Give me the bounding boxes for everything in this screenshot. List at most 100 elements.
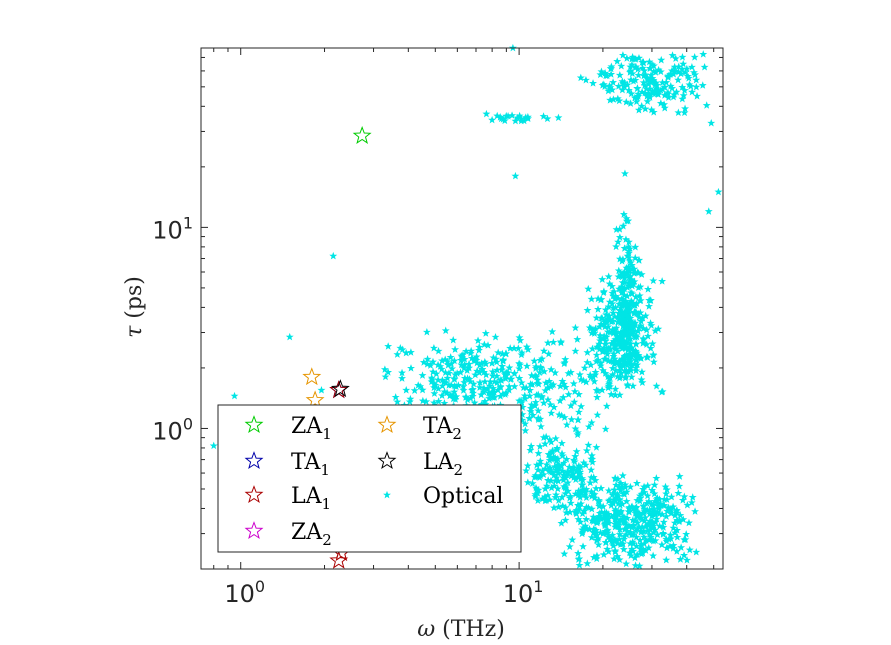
optical-point <box>671 54 680 63</box>
optical-point <box>584 422 593 431</box>
optical-point <box>565 542 574 551</box>
optical-point <box>612 481 621 489</box>
optical-point <box>693 92 701 100</box>
optical-point <box>492 371 501 380</box>
legend-entry: TA2 <box>377 414 462 443</box>
optical-point <box>501 349 510 358</box>
optical-point <box>597 295 606 303</box>
optical-point <box>620 513 629 522</box>
optical-point <box>644 497 653 505</box>
optical-point <box>680 108 689 117</box>
optical-point <box>673 516 682 524</box>
optical-point <box>656 99 665 107</box>
optical-point <box>625 335 634 343</box>
optical-point <box>527 442 536 450</box>
optical-point <box>575 370 584 379</box>
optical-point <box>601 340 610 348</box>
optical-point <box>384 342 393 350</box>
optical-point <box>630 277 639 285</box>
optical-point <box>398 345 407 354</box>
optical-point <box>607 356 616 365</box>
optical-point <box>578 480 587 489</box>
optical-point <box>620 274 629 282</box>
optical-point <box>615 530 624 538</box>
optical-point <box>566 492 575 500</box>
optical-point <box>510 382 519 390</box>
optical-point <box>639 78 648 86</box>
optical-point <box>593 342 601 351</box>
optical-point <box>592 386 601 394</box>
optical-point <box>530 356 539 365</box>
optical-point <box>552 490 561 499</box>
optical-point <box>497 376 506 384</box>
optical-point <box>615 535 624 543</box>
optical-point <box>665 542 674 550</box>
optical-point <box>574 515 583 523</box>
optical-point <box>515 374 524 382</box>
optical-point <box>449 336 458 344</box>
optical-point <box>683 556 691 564</box>
optical-point <box>633 84 642 92</box>
optical-point <box>657 501 666 510</box>
optical-point <box>614 266 623 275</box>
optical-point <box>617 516 626 524</box>
optical-point <box>519 383 528 392</box>
optical-point <box>624 521 633 530</box>
optical-point <box>674 489 683 497</box>
legend-label: ZA2 <box>291 520 332 549</box>
optical-point <box>632 340 641 348</box>
optical-point <box>587 516 596 525</box>
optical-point <box>699 50 708 58</box>
optical-points <box>209 43 723 570</box>
optical-point <box>583 348 592 356</box>
optical-point <box>610 287 619 295</box>
optical-point <box>674 67 683 76</box>
optical-point <box>691 507 700 515</box>
optical-point <box>230 391 239 400</box>
optical-point <box>525 391 534 400</box>
optical-point <box>679 59 688 68</box>
optical-point <box>636 282 645 291</box>
optical-point <box>549 380 558 389</box>
optical-point <box>531 401 540 410</box>
optical-point <box>681 104 690 113</box>
optical-point <box>648 505 657 514</box>
x-axis-label: ω (THz) <box>417 617 505 642</box>
optical-point <box>632 97 641 106</box>
optical-point <box>496 113 505 121</box>
optical-point <box>664 504 673 512</box>
optical-point <box>629 327 638 336</box>
optical-point <box>614 492 623 500</box>
optical-point <box>605 328 614 336</box>
optical-point <box>574 407 583 416</box>
optical-point <box>608 530 617 539</box>
optical-point <box>615 233 624 241</box>
optical-point <box>459 386 468 394</box>
optical-point <box>631 504 640 513</box>
optical-point <box>574 461 583 470</box>
optical-point <box>616 303 625 312</box>
optical-point <box>418 371 427 379</box>
optical-point <box>546 400 555 409</box>
optical-point <box>592 531 600 540</box>
legend-label: Optical <box>423 484 503 509</box>
optical-point <box>643 92 651 100</box>
optical-point <box>637 367 646 376</box>
optical-point <box>586 371 595 379</box>
optical-point <box>611 547 620 556</box>
optical-point <box>589 512 598 521</box>
optical-point <box>441 355 450 363</box>
optical-point <box>714 187 723 196</box>
optical-point <box>613 94 622 103</box>
optical-point <box>517 378 526 387</box>
optical-point <box>446 353 455 361</box>
optical-point <box>429 367 438 376</box>
optical-point <box>611 474 620 482</box>
optical-point <box>662 537 671 545</box>
optical-point <box>393 350 402 358</box>
optical-point <box>636 321 645 330</box>
optical-point <box>688 87 697 96</box>
optical-point <box>662 495 671 504</box>
optical-point <box>538 494 547 503</box>
